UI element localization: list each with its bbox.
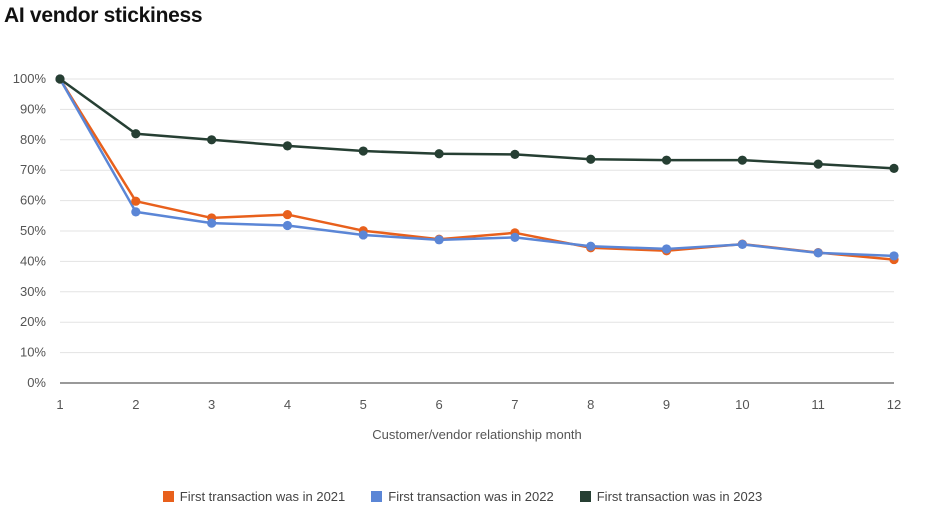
y-tick-label: 90% [20,101,46,116]
series-1-point [131,196,141,206]
y-tick-label: 10% [20,345,46,360]
series-2-point [737,239,747,249]
series-2-point [510,232,520,242]
x-tick-label: 10 [735,397,749,412]
series-2-point [207,218,217,228]
x-axis-ticks: 1 2 3 4 5 6 7 8 9 10 11 12 [56,397,901,412]
y-tick-label: 70% [20,162,46,177]
y-tick-label: 30% [20,284,46,299]
series-3-point [207,135,217,145]
legend-swatch [579,491,591,502]
x-tick-label: 2 [132,397,139,412]
y-tick-label: 0% [27,375,46,390]
x-tick-label: 6 [435,397,442,412]
y-tick-label: 20% [20,314,46,329]
series-3-point [813,159,823,169]
series-2-point [586,241,596,251]
x-tick-label: 5 [360,397,367,412]
y-tick-label: 50% [20,223,46,238]
y-axis-ticks: 0% 10% 20% 30% 40% 50% 60% 70% 80% 90% 100% [13,71,47,390]
series-2-point [889,251,899,261]
series-2-point [661,244,672,254]
series-3-point [889,163,899,173]
series-3-point [358,146,368,156]
series-3-point [282,141,293,151]
series-2-point [282,220,293,231]
y-tick-label: 60% [20,193,46,208]
series-line-1 [58,78,895,261]
series-3-point [434,149,444,159]
x-tick-label: 8 [587,397,594,412]
series-3-point [131,129,141,139]
legend-item-1: First transaction was in 2021 [162,489,346,504]
series-2-point [813,248,823,258]
chart-legend: First transaction was in 2021 First trans… [0,489,925,504]
x-tick-label: 11 [811,397,825,412]
series-lines [58,77,895,261]
legend-label: First transaction was in 2022 [388,489,554,504]
series-points [55,74,899,265]
y-tick-label: 40% [20,253,46,268]
legend-item-2: First transaction was in 2022 [371,489,554,504]
series-3-point [737,155,747,165]
y-tick-label: 100% [13,71,47,86]
x-tick-label: 9 [663,397,670,412]
legend-swatch [162,491,174,502]
series-3-point [661,155,672,165]
gridlines [60,78,894,384]
x-tick-label: 12 [887,397,901,412]
legend-item-3: First transaction was in 2023 [579,489,763,504]
x-tick-label: 1 [56,397,63,412]
series-2-point [131,207,141,217]
x-tick-label: 3 [208,397,215,412]
series-line-2 [58,78,895,258]
x-axis-label: Customer/vendor relationship month [372,427,582,442]
series-2-point [434,235,444,245]
series-1-point [282,209,293,220]
legend-swatch [371,491,383,502]
series-3-point [55,74,65,84]
series-3-point [586,154,596,164]
chart-title: AI vendor stickiness [4,4,203,27]
legend-label: First transaction was in 2021 [179,489,346,504]
legend-label: First transaction was in 2023 [596,489,763,504]
series-line-3 [59,77,895,170]
x-tick-label: 7 [511,397,518,412]
y-tick-label: 80% [20,132,46,147]
series-3-point [510,149,520,159]
series-2-point [358,230,368,240]
x-tick-label: 4 [284,397,291,412]
